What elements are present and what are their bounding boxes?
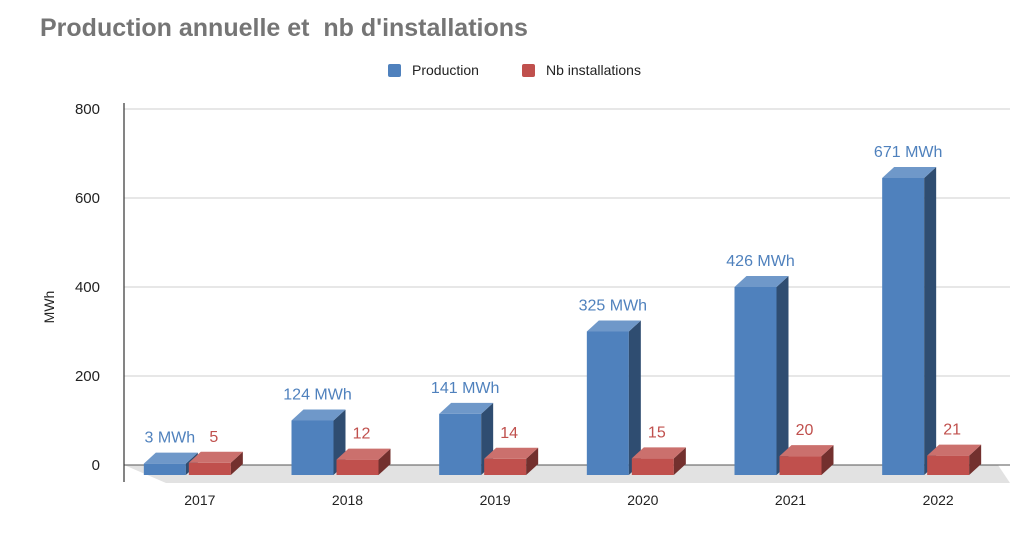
data-label-production-2021: 426 MWh	[726, 253, 794, 270]
bar-top-face	[882, 166, 937, 178]
bar-top-face	[188, 451, 243, 463]
bar-top-face	[734, 276, 789, 287]
bar-front-face	[779, 456, 822, 475]
data-label-installations-2021: 20	[796, 422, 814, 439]
y-tick-label: 200	[75, 368, 100, 385]
bar-installations-2019	[484, 447, 539, 475]
x-tick-label-2022: 2022	[923, 492, 954, 508]
x-tick-label-2020: 2020	[627, 492, 658, 508]
data-label-production-2018: 124 MWh	[283, 387, 351, 404]
bar-top-face	[779, 445, 834, 457]
bar-front-face	[734, 287, 777, 475]
bar-side-face	[230, 451, 243, 475]
data-label-production-2017: 3 MWh	[144, 430, 195, 447]
bar-side-face	[673, 447, 686, 475]
bar-side-face	[526, 447, 539, 475]
legend-swatch-production	[388, 63, 401, 77]
bar-top-face	[927, 444, 982, 456]
bar-front-face	[484, 458, 527, 475]
x-tick-label-2021: 2021	[775, 492, 806, 508]
bar-installations-2021	[779, 445, 834, 475]
y-tick-label: 600	[75, 190, 100, 207]
data-label-production-2022: 671 MWh	[874, 144, 942, 161]
bar-production-2018	[291, 409, 346, 475]
bar-side-face	[969, 444, 982, 475]
x-tick-label-2018: 2018	[332, 492, 363, 508]
bar-front-face	[439, 413, 482, 475]
bar-side-face	[776, 276, 789, 475]
bar-side-face	[924, 166, 937, 475]
y-axis-title: MWh	[41, 291, 57, 324]
data-label-production-2019: 141 MWh	[431, 380, 499, 397]
bar-front-face	[927, 455, 970, 475]
bar-production-2021	[734, 276, 789, 475]
bar-front-face	[291, 420, 334, 475]
legend-swatch-installations	[522, 63, 535, 77]
legend: Production Nb installations	[0, 62, 1024, 86]
y-tick-label: 0	[92, 457, 100, 474]
bar-front-face	[631, 458, 674, 475]
bar-production-2022	[882, 166, 937, 475]
bar-installations-2017	[188, 451, 243, 475]
bar-installations-2022	[927, 444, 982, 475]
data-label-production-2020: 325 MWh	[579, 298, 647, 315]
chart-floor	[124, 465, 1010, 483]
bar-top-face	[143, 452, 198, 464]
data-label-installations-2017: 5	[209, 429, 218, 446]
bar-front-face	[143, 463, 186, 475]
data-label-installations-2018: 12	[353, 426, 371, 443]
data-label-installations-2019: 14	[500, 425, 518, 442]
y-tick-label: 800	[75, 101, 100, 118]
legend-item-production: Production	[388, 62, 479, 78]
chart-title: Production annuelle et nb d'installation…	[40, 14, 528, 42]
bar-top-face	[586, 320, 641, 332]
legend-label-production: Production	[412, 62, 479, 78]
bar-top-face	[631, 447, 686, 459]
legend-item-installations: Nb installations	[522, 62, 641, 78]
bar-installations-2020	[631, 447, 686, 475]
bar-top-face	[439, 402, 494, 414]
bar-installations-2018	[336, 448, 391, 475]
bar-side-face	[628, 320, 641, 475]
bar-top-face	[336, 448, 391, 460]
y-tick-label: 400	[75, 279, 100, 296]
bar-front-face	[586, 331, 629, 475]
bar-front-face	[336, 459, 379, 475]
x-tick-label-2019: 2019	[480, 492, 511, 508]
bar-production-2020	[586, 320, 641, 475]
data-label-installations-2022: 21	[943, 422, 961, 439]
bar-side-face	[821, 445, 834, 475]
x-tick-label-2017: 2017	[184, 492, 215, 508]
legend-label-installations: Nb installations	[546, 62, 641, 78]
bar-side-face	[378, 448, 391, 475]
data-label-installations-2020: 15	[648, 424, 666, 441]
bar-front-face	[188, 462, 231, 475]
bar-top-face	[484, 447, 539, 459]
bar-top-face	[291, 409, 346, 421]
bar-front-face	[882, 177, 925, 475]
